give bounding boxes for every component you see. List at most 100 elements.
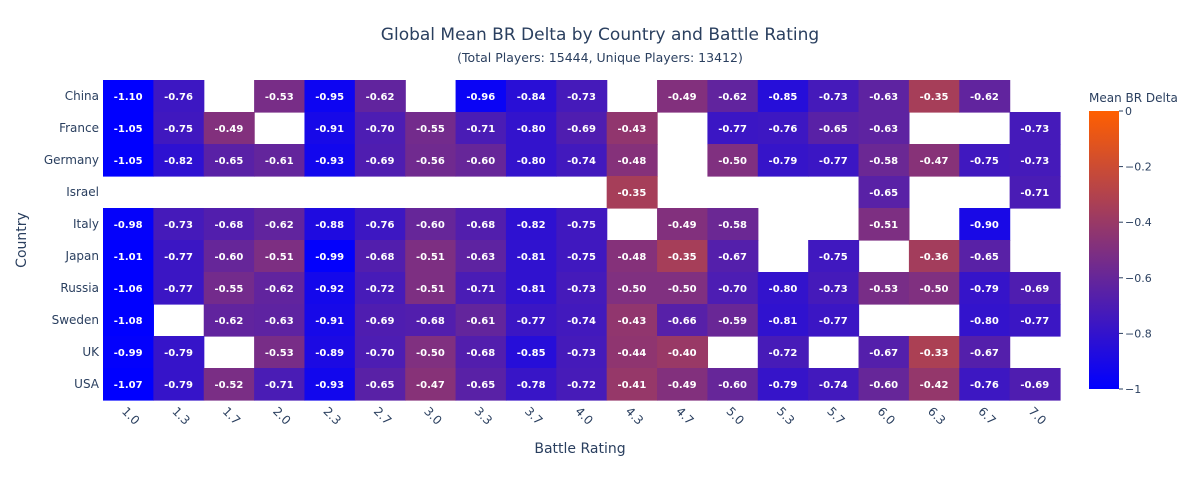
heatmap-cell [304,304,356,337]
x-tick-label: 3.7 [522,404,545,427]
heatmap-cell [354,208,406,241]
heatmap-cell [455,240,507,273]
cell-value-label: -0.60 [869,380,898,391]
cell-value-label: -0.63 [869,92,898,103]
heatmap-cell [1009,176,1061,209]
heatmap-cell [959,304,1011,337]
cell-value-label: -0.50 [416,348,445,359]
heatmap-cell [455,272,507,305]
cell-value-label: -0.65 [970,252,999,263]
cell-value-label: -0.65 [466,380,495,391]
heatmap-cell [153,112,205,145]
heatmap-cell [354,272,406,305]
cell-value-label: -1.07 [114,380,143,391]
heatmap-cell [405,240,457,273]
cell-value-label: -0.69 [567,124,596,135]
cell-value-label: -0.49 [668,380,697,391]
heatmap-cell [1009,368,1061,401]
colorbar-tick-label: −0.8 [1125,327,1152,340]
heatmap-cell [908,368,960,401]
colorbar-tick-label: 0 [1125,105,1132,118]
cell-value-label: -0.75 [567,252,596,263]
cell-value-label: -0.79 [164,380,193,391]
cell-value-label: -0.67 [718,252,747,263]
cell-value-label: -0.77 [1020,316,1049,327]
cell-value-label: -0.71 [265,380,294,391]
heatmap-cell [354,112,406,145]
cell-value-label: -0.43 [617,124,646,135]
cell-value-label: -0.66 [668,316,697,327]
cell-value-label: -0.73 [1020,156,1049,167]
heatmap-cell [556,112,608,145]
heatmap-cell [153,144,205,177]
heatmap-cell [505,112,557,145]
heatmap-cell [707,112,759,145]
cell-value-label: -0.73 [1020,124,1049,135]
heatmap-cell [1009,304,1061,337]
cell-value-label: -0.60 [718,380,747,391]
cell-value-label: -0.65 [215,156,244,167]
heatmap-cell [707,240,759,273]
heatmap-cell [455,304,507,337]
heatmap-cell [455,144,507,177]
heatmap-cell [808,144,860,177]
cell-value-label: -0.50 [718,156,747,167]
cell-value-label: -0.85 [517,348,546,359]
x-axis-title: Battle Rating [534,441,625,457]
cell-value-label: -0.68 [416,316,445,327]
heatmap-cell [405,304,457,337]
cell-value-label: -0.60 [416,220,445,231]
cell-value-label: -0.51 [416,284,445,295]
cell-value-label: -0.53 [869,284,898,295]
heatmap-cell [657,208,709,241]
heatmap-cell [203,368,255,401]
cell-value-label: -0.69 [366,316,395,327]
heatmap-cell [757,368,809,401]
heatmap-cell [556,272,608,305]
y-tick-label: Russia [60,281,99,295]
x-tick-label: 4.0 [572,404,595,427]
y-tick-label: Japan [65,249,99,263]
cell-value-label: -0.73 [567,284,596,295]
heatmap-cell [757,304,809,337]
heatmap-cell [657,304,709,337]
heatmap-cell [1009,144,1061,177]
cell-value-label: -0.61 [466,316,495,327]
cell-value-label: -0.75 [970,156,999,167]
heatmap-cell [707,80,759,113]
heatmap-cell [858,144,910,177]
cell-value-label: -0.70 [366,124,395,135]
cell-value-label: -0.63 [466,252,495,263]
heatmap-cell [354,80,406,113]
heatmap-cell [606,240,658,273]
cell-value-label: -0.91 [315,316,344,327]
heatmap-cell [858,272,910,305]
cell-value-label: -0.49 [668,220,697,231]
cell-value-label: -0.73 [819,92,848,103]
cell-value-label: -0.62 [265,220,294,231]
cell-value-label: -0.50 [920,284,949,295]
heatmap-cell [556,336,608,369]
cell-value-label: -0.80 [970,316,999,327]
cell-value-label: -0.76 [164,92,193,103]
x-tick-label: 1.3 [169,404,192,427]
heatmap-cell [254,368,306,401]
heatmap-cell [556,208,608,241]
cell-value-label: -0.59 [718,316,747,327]
cell-value-label: -0.48 [617,252,646,263]
cell-value-label: -0.81 [517,284,546,295]
cell-value-label: -0.69 [1020,380,1049,391]
cell-value-label: -0.58 [718,220,747,231]
cell-value-label: -0.76 [970,380,999,391]
heatmap-cell [505,208,557,241]
colorbar-title: Mean BR Delta [1089,91,1178,105]
cell-value-label: -0.88 [315,220,344,231]
cell-value-label: -0.69 [366,156,395,167]
x-tick-label: 3.3 [472,404,495,427]
heatmap-cell [103,208,154,241]
cell-value-label: -0.75 [164,124,193,135]
cell-value-label: -0.68 [366,252,395,263]
cell-value-label: -0.47 [920,156,949,167]
cell-value-label: -0.71 [1020,188,1049,199]
cell-value-label: -0.49 [215,124,244,135]
